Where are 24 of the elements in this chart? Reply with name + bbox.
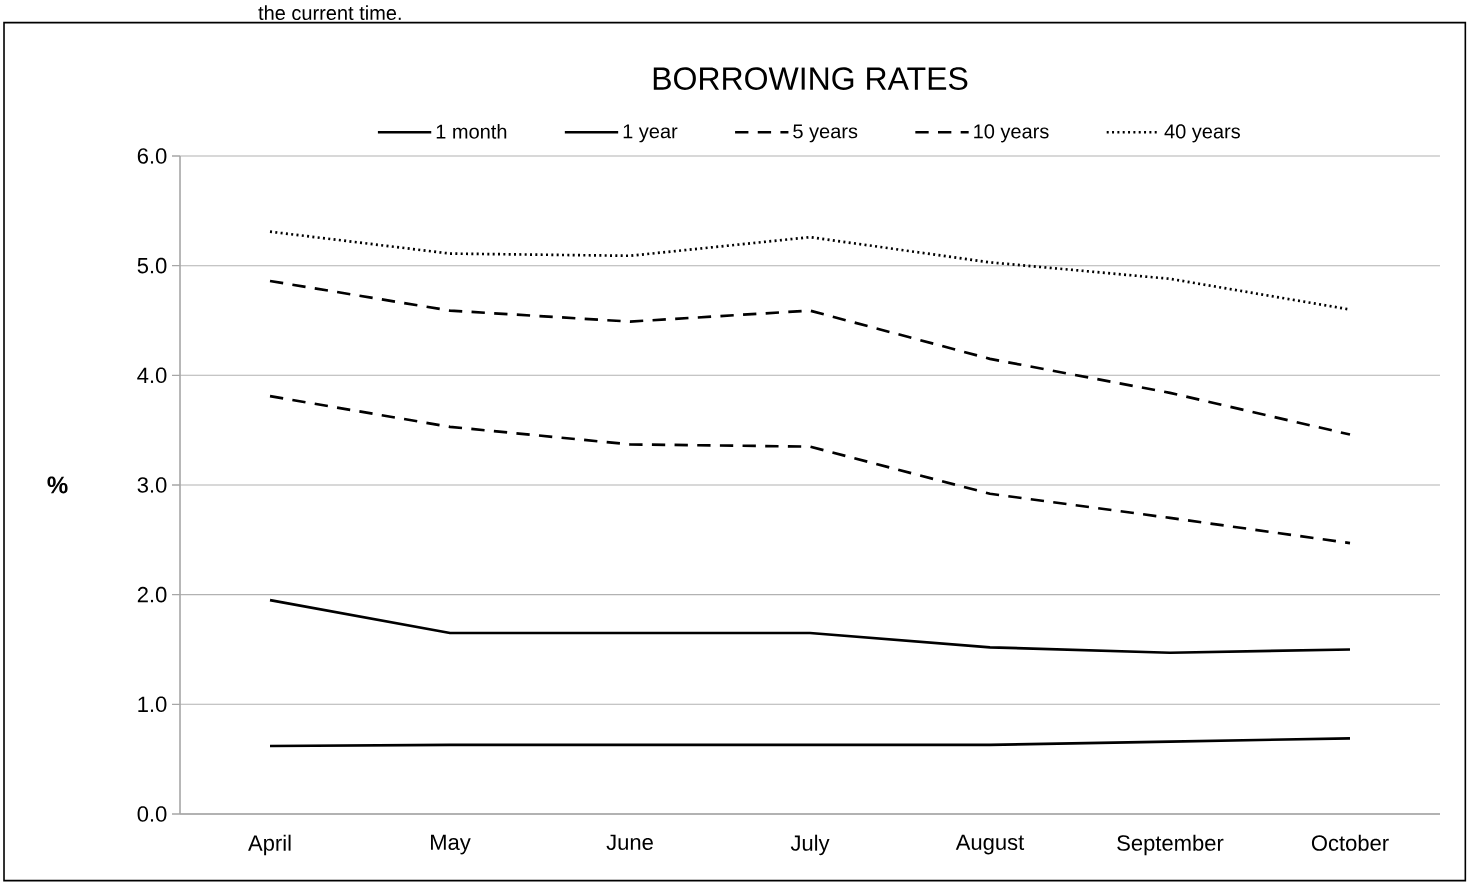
y-tick-label: 4.0	[137, 367, 167, 384]
text: the current time.	[258, 5, 401, 21]
x-tick-label: April	[248, 834, 291, 856]
x-tick-label: May	[431, 834, 471, 855]
y-tick-label: 3.0	[137, 477, 167, 493]
x-tick-label: September	[1117, 834, 1224, 856]
legend-label: 5 years	[793, 124, 858, 143]
y-tick-label: 2.0	[137, 586, 167, 603]
x-tick-label: October	[1311, 834, 1389, 851]
x-tick-label: August	[955, 834, 1025, 855]
legend-label: 1 month	[436, 124, 507, 139]
y-tick-label: 1.0	[138, 696, 167, 713]
y-axis-title: %	[47, 476, 68, 494]
line-series	[268, 394, 1352, 545]
y-tick-label: 5.0	[137, 257, 167, 274]
y-tick-label: 6.0	[137, 148, 167, 164]
chart-title: BORROWING RATES	[653, 67, 968, 90]
legend-label: 1 year	[623, 124, 678, 143]
y-tick-label: 0.0	[137, 806, 167, 822]
line-series	[268, 279, 1352, 436]
legend-label: 10 years	[974, 124, 1049, 143]
x-tick-label: June	[606, 834, 653, 851]
legend-label: 40 years	[1164, 124, 1240, 143]
x-tick-label: July	[790, 834, 830, 856]
